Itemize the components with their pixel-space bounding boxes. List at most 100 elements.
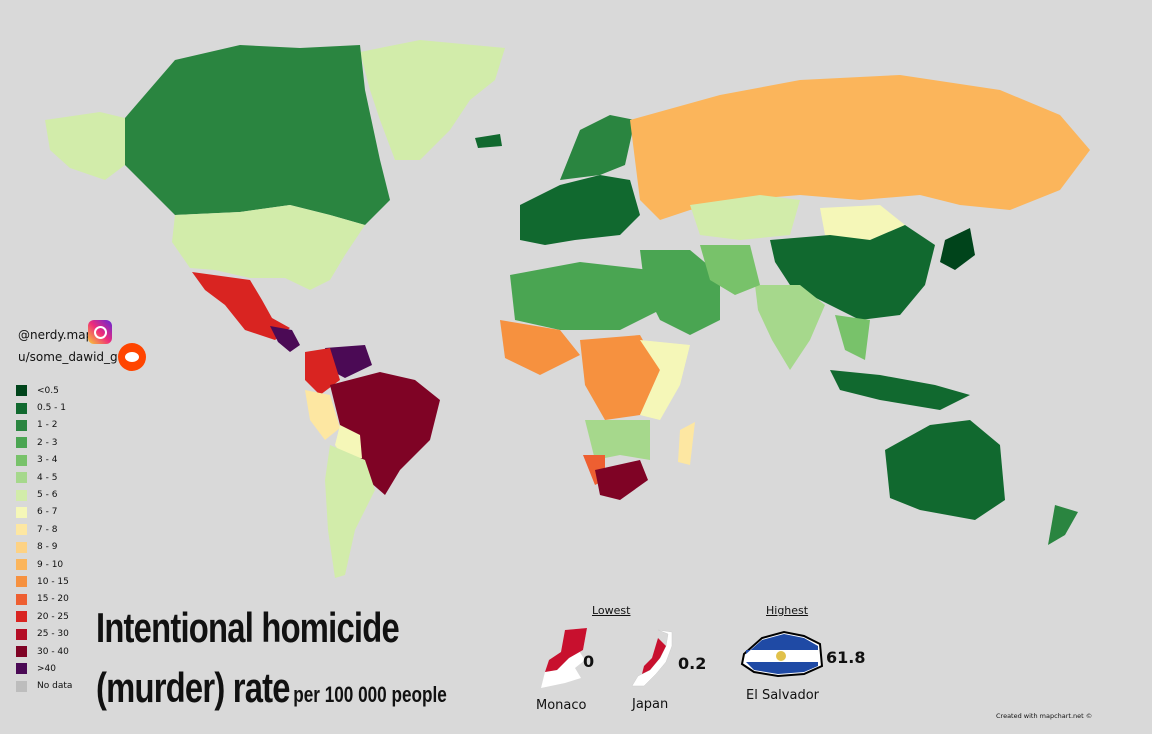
legend-item: 3 - 4 — [16, 452, 72, 469]
title-line1: Intentional homicide — [96, 604, 400, 651]
legend-swatch — [16, 663, 27, 675]
legend-label: 8 - 9 — [37, 542, 58, 553]
legend-item: 10 - 15 — [16, 573, 72, 590]
legend-swatch — [16, 385, 27, 397]
legend-item: 4 - 5 — [16, 469, 72, 486]
highest-header: Highest — [766, 604, 809, 617]
legend-swatch — [16, 506, 27, 518]
legend-label: 1 - 2 — [37, 420, 58, 431]
japan — [940, 228, 975, 270]
peru — [305, 390, 340, 440]
legend-label: 3 - 4 — [37, 455, 58, 466]
legend-item: 5 - 6 — [16, 486, 72, 503]
legend-swatch — [16, 628, 27, 640]
indonesia — [830, 370, 970, 410]
legend-item: 20 - 25 — [16, 608, 72, 625]
new-zealand — [1048, 505, 1078, 545]
el-salvador-label: El Salvador — [746, 688, 819, 703]
legend-item: No data — [16, 678, 72, 695]
legend-swatch — [16, 646, 27, 658]
legend-label: No data — [37, 681, 73, 692]
legend-label: >40 — [37, 663, 56, 674]
legend-item: <0.5 — [16, 382, 72, 399]
instagram-icon — [88, 320, 112, 344]
monaco-value: 0 — [583, 652, 595, 671]
legend-item: >40 — [16, 660, 72, 677]
southern-africa — [585, 420, 650, 460]
el-salvador-shape-icon — [740, 630, 824, 678]
legend-label: 2 - 3 — [37, 437, 58, 448]
legend-label: 5 - 6 — [37, 490, 58, 501]
instagram-handle: @nerdy.maps — [18, 328, 100, 342]
canada — [125, 45, 390, 225]
legend-item: 0.5 - 1 — [16, 399, 72, 416]
india — [755, 285, 825, 370]
legend-swatch — [16, 576, 27, 588]
legend-item: 2 - 3 — [16, 434, 72, 451]
iceland — [475, 134, 502, 148]
australia — [885, 420, 1005, 520]
lowest-header: Lowest — [592, 604, 631, 617]
legend-label: 6 - 7 — [37, 507, 58, 518]
legend-swatch — [16, 489, 27, 501]
iran — [700, 245, 760, 295]
legend-swatch — [16, 593, 27, 605]
monaco-shape-icon — [541, 628, 587, 688]
legend-swatch — [16, 680, 27, 692]
legend-swatch — [16, 611, 27, 623]
usa — [172, 205, 365, 290]
japan-shape-icon — [631, 629, 673, 687]
legend-swatch — [16, 541, 27, 553]
legend-item: 25 - 30 — [16, 625, 72, 642]
legend-label: 9 - 10 — [37, 559, 64, 570]
monaco-label: Monaco — [536, 698, 587, 713]
legend-swatch — [16, 454, 27, 466]
legend-swatch — [16, 437, 27, 449]
colombia — [305, 348, 340, 395]
footer-credit: Created with mapchart.net © — [996, 712, 1093, 720]
legend-label: 15 - 20 — [37, 594, 69, 605]
legend-label: 0.5 - 1 — [37, 403, 67, 414]
legend-label: 20 - 25 — [37, 611, 69, 622]
russia — [630, 75, 1090, 220]
reddit-handle: u/some_dawid_guy — [18, 350, 133, 364]
legend-item: 9 - 10 — [16, 556, 72, 573]
southern-cone — [325, 445, 375, 578]
legend-label: 4 - 5 — [37, 472, 58, 483]
legend-label: 25 - 30 — [37, 629, 69, 640]
legend-swatch — [16, 472, 27, 484]
el-salvador-value: 61.8 — [826, 648, 866, 667]
brazil — [330, 372, 440, 495]
central-america — [270, 326, 300, 352]
legend-swatch — [16, 402, 27, 414]
china — [770, 225, 935, 320]
western-europe — [520, 175, 640, 245]
greenland — [360, 40, 505, 160]
legend-label: <0.5 — [37, 385, 59, 396]
mexico — [192, 272, 290, 340]
legend-label: 30 - 40 — [37, 646, 69, 657]
legend: <0.5 0.5 - 1 1 - 2 2 - 3 3 - 4 4 - 5 5 - 6 6 - … — [16, 382, 72, 695]
legend-swatch — [16, 524, 27, 536]
title-subtitle: per 100 000 people — [293, 682, 447, 707]
central-africa — [580, 335, 660, 420]
legend-swatch — [16, 559, 27, 571]
madagascar — [678, 422, 695, 465]
legend-item: 6 - 7 — [16, 504, 72, 521]
reddit-icon — [118, 343, 146, 371]
kazakhstan — [690, 195, 800, 240]
mongolia — [820, 205, 905, 240]
legend-item: 1 - 2 — [16, 417, 72, 434]
scandinavia — [560, 115, 635, 180]
south-africa — [595, 460, 648, 500]
southeast-asia — [835, 315, 870, 360]
alaska — [45, 112, 125, 180]
legend-label: 10 - 15 — [37, 576, 69, 587]
japan-value: 0.2 — [678, 654, 707, 673]
east-africa — [640, 340, 690, 420]
middle-east — [640, 250, 720, 335]
japan-label: Japan — [632, 697, 669, 712]
title-line2: (murder) rate per 100 000 people — [96, 664, 447, 712]
legend-swatch — [16, 419, 27, 431]
